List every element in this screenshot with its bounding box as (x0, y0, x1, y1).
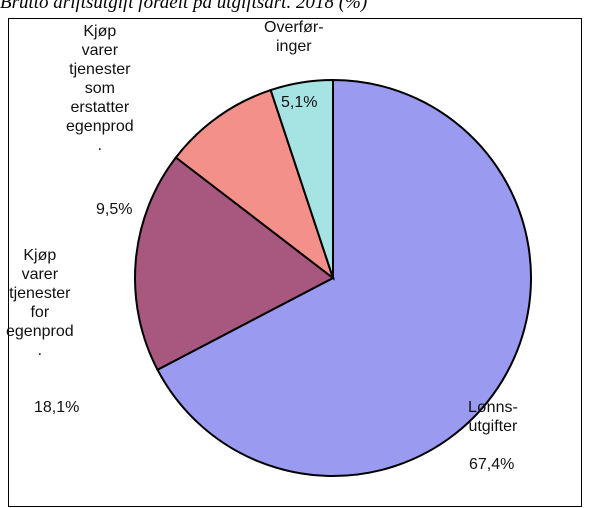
category-label: Lønns- utgifter (468, 399, 518, 435)
chart-title: Brutto driftsutgift fordelt på utgiftsar… (0, 0, 368, 13)
value-label: 18,1% (34, 399, 80, 416)
value-label: 67,4% (469, 456, 515, 473)
pie-slice (174, 88, 335, 281)
value-label: 5,1% (281, 94, 318, 111)
category-label: Kjøp varer tjenester som erstatter egenp… (66, 23, 134, 154)
chart-frame (8, 18, 582, 507)
pie-slice (269, 78, 334, 279)
pie-slice (134, 156, 335, 372)
value-label: 9,5% (96, 201, 133, 218)
category-label: Overfør- inger (264, 19, 324, 55)
category-label: Kjøp varer tjenester for egenprod . (6, 247, 74, 359)
pie-slice (156, 78, 532, 477)
